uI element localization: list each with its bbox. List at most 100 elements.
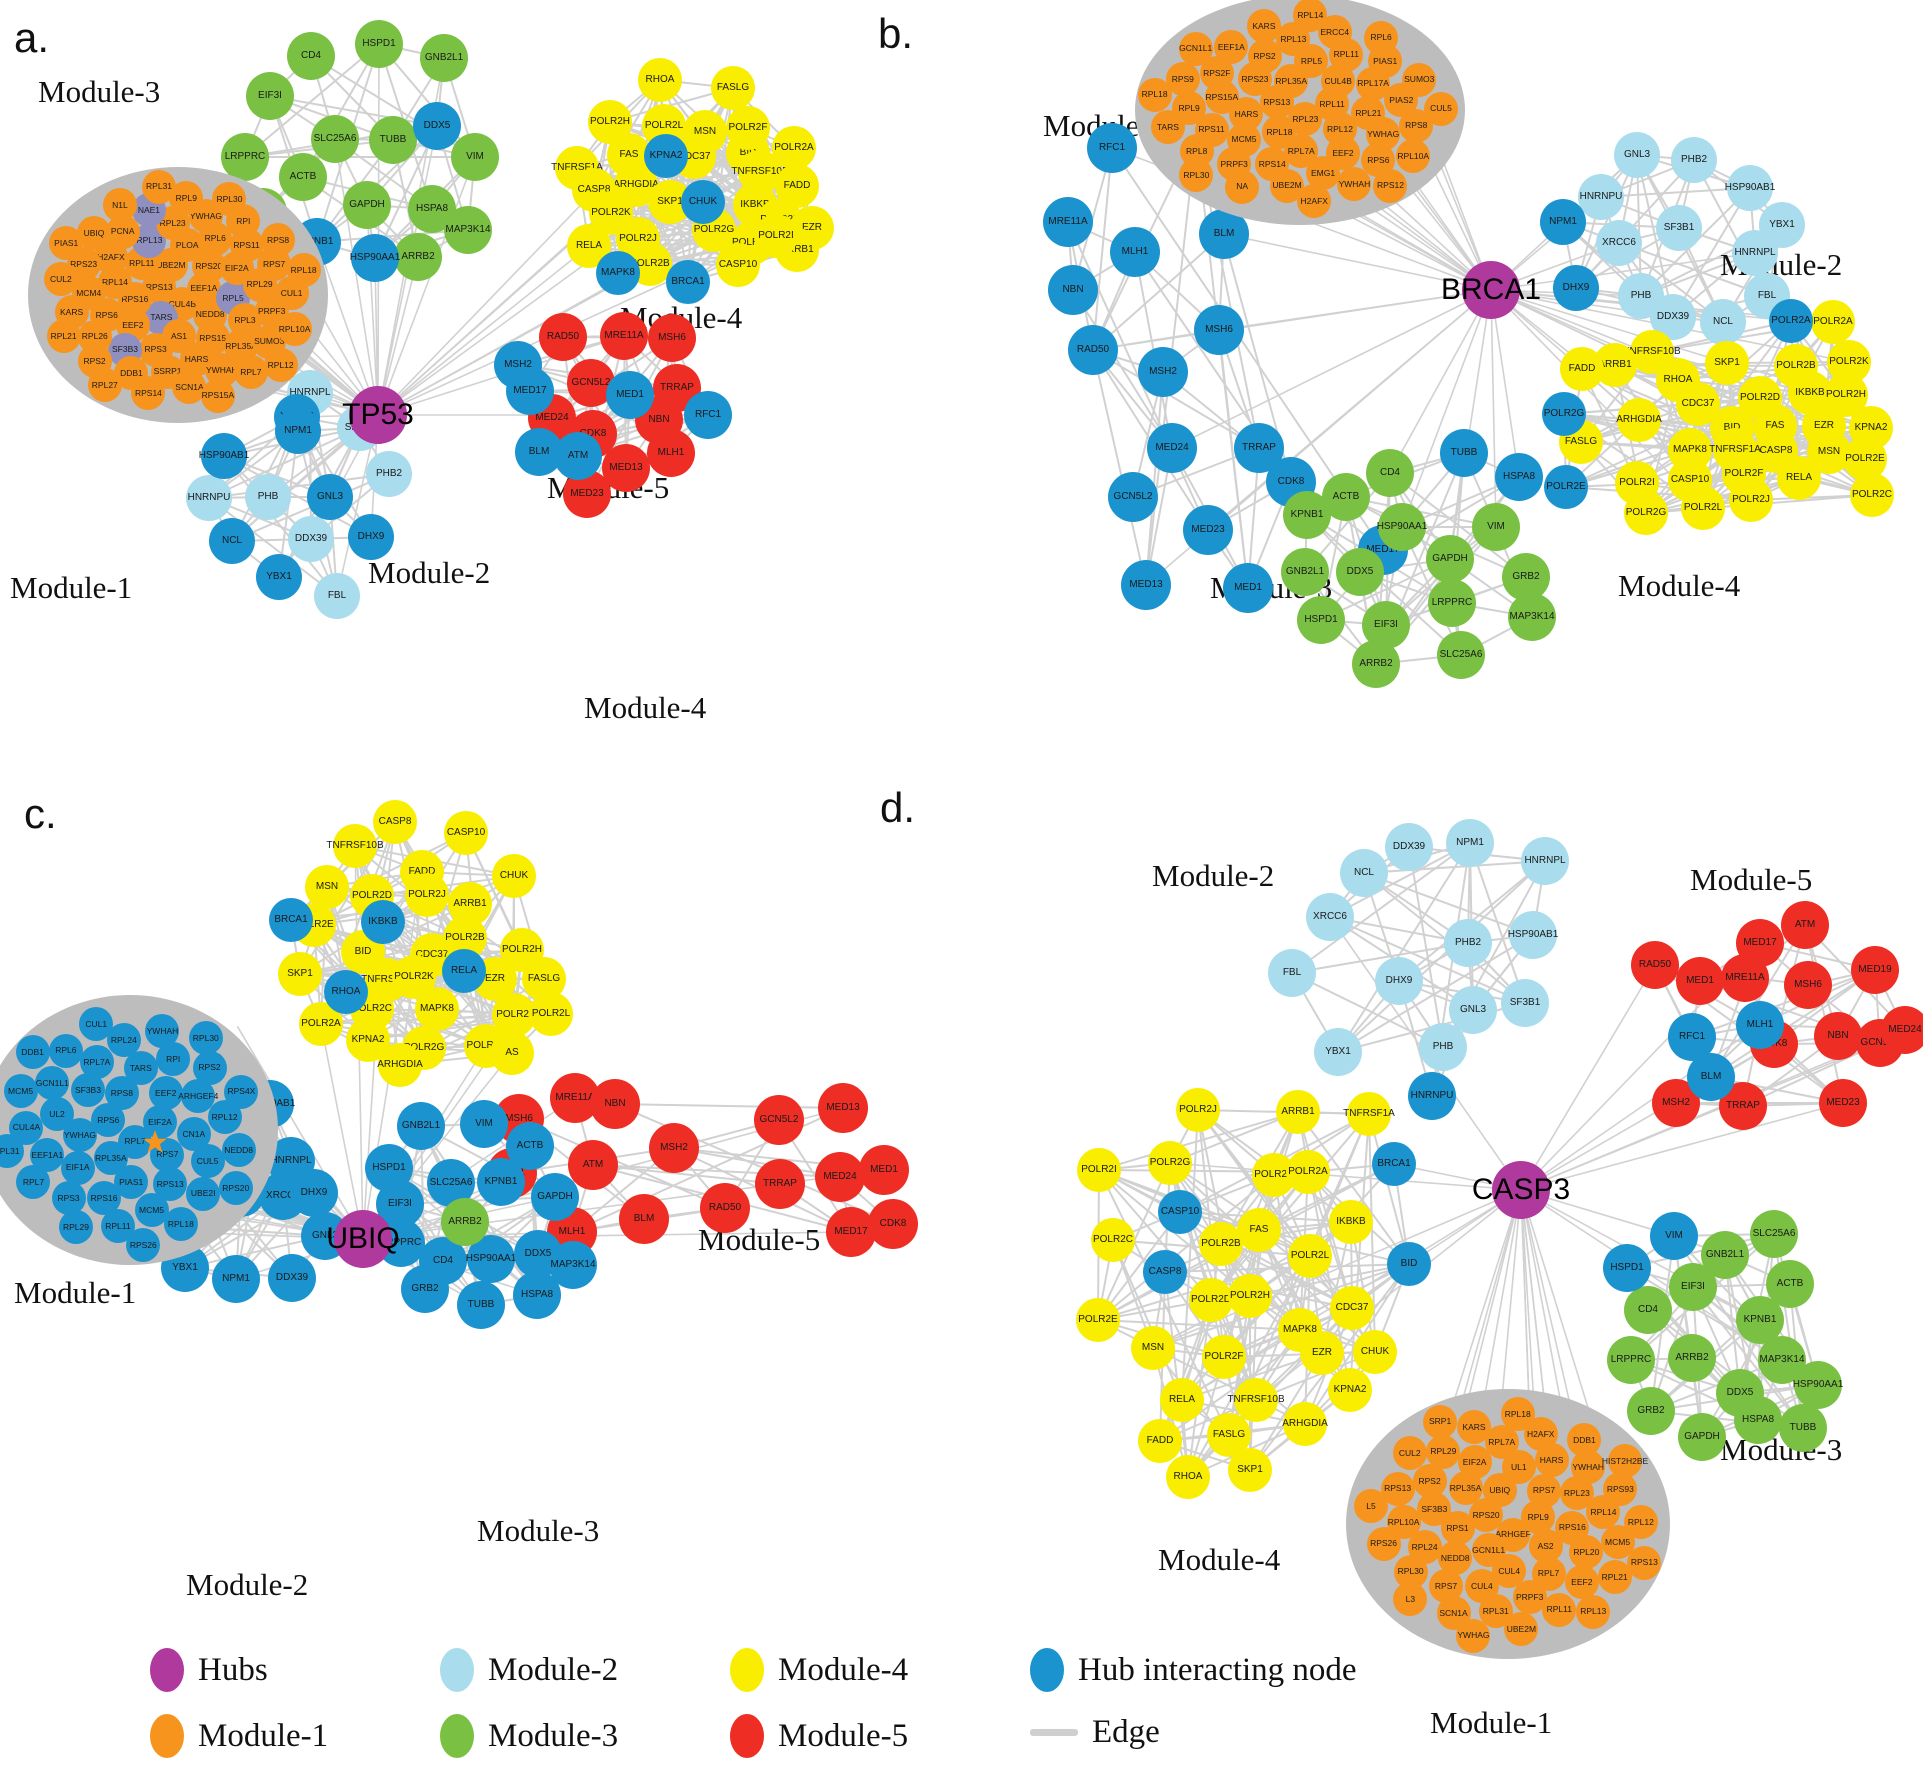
network-node[interactable]: L3 (1393, 1582, 1427, 1616)
network-node[interactable]: RPL30 (189, 1021, 223, 1055)
network-node[interactable]: CHUK (681, 180, 725, 224)
network-node[interactable]: XRCC6 (1596, 220, 1642, 266)
network-node[interactable]: GCN1L1 (1179, 32, 1213, 66)
network-node[interactable]: RELA (1777, 456, 1821, 500)
network-node[interactable]: RPS8 (261, 223, 295, 257)
network-node[interactable]: CUL2 (1393, 1436, 1427, 1470)
network-node[interactable]: ARHGDIA (378, 1043, 422, 1087)
network-node[interactable]: POLR2J (1729, 478, 1773, 522)
network-node[interactable]: MSH2 (1138, 347, 1188, 397)
network-node[interactable]: SUMO3 (1402, 63, 1436, 97)
network-node[interactable]: MED13 (1121, 560, 1171, 610)
network-node[interactable]: POLR2C (1091, 1218, 1135, 1262)
network-node[interactable]: RPS2 (1413, 1464, 1447, 1498)
network-node[interactable]: CUL5 (191, 1144, 225, 1178)
network-node[interactable]: MRE11A (1721, 954, 1769, 1002)
network-node[interactable]: SRP1 (1423, 1405, 1457, 1439)
network-node[interactable]: NBN (590, 1079, 640, 1129)
network-node[interactable]: SKP1 (1228, 1448, 1272, 1492)
network-node[interactable]: HSP90AB1 (1727, 165, 1773, 211)
network-node[interactable]: MED19 (1851, 946, 1899, 994)
network-node[interactable]: FBL (314, 573, 360, 619)
network-node[interactable]: CUL5 (1424, 92, 1458, 126)
network-node[interactable]: SF3B1 (1656, 205, 1702, 251)
network-node[interactable]: SLC25A6 (311, 115, 359, 163)
network-node[interactable]: GNB2L1 (397, 1102, 445, 1150)
network-node[interactable]: XRCC6 (1306, 893, 1354, 941)
network-node[interactable]: ARRB2 (1352, 640, 1400, 688)
network-node[interactable]: RAD50 (539, 313, 587, 361)
network-node[interactable]: POLR2E (1076, 1298, 1120, 1342)
network-node[interactable]: TNFRSF10B (333, 824, 377, 868)
hub-node-brca1[interactable]: BRCA1 (1462, 261, 1520, 319)
network-node[interactable]: TUBB (457, 1281, 505, 1329)
network-node[interactable]: FAS (1237, 1208, 1281, 1252)
network-node[interactable]: YWHAH (145, 1014, 179, 1048)
network-node[interactable]: POLR2A (1286, 1150, 1330, 1194)
network-node[interactable]: DDX5 (1336, 548, 1384, 596)
network-node[interactable]: KARS (1247, 9, 1281, 43)
network-node[interactable]: POLR2I (1077, 1148, 1121, 1192)
network-node[interactable]: RPS15A (201, 379, 235, 413)
network-node[interactable]: IKBKB (1329, 1200, 1373, 1244)
network-node[interactable]: TARS (1151, 110, 1185, 144)
network-node[interactable]: HNRNPU (1578, 174, 1624, 220)
network-node[interactable]: NCL (1340, 849, 1388, 897)
network-node[interactable]: MSH2 (649, 1123, 699, 1173)
network-node[interactable]: MAP3K14 (1508, 593, 1556, 641)
network-node[interactable]: BID (1387, 1242, 1431, 1286)
network-node[interactable]: GCN5L2 (754, 1095, 804, 1145)
network-node[interactable]: PHB2 (366, 451, 412, 497)
network-node[interactable]: HNRNPU (186, 475, 232, 521)
network-node[interactable]: RPL13 (1576, 1595, 1610, 1629)
network-node[interactable]: MSH6 (1194, 305, 1244, 355)
network-node[interactable]: RHOA (324, 970, 368, 1014)
network-node[interactable]: RPS7 (1527, 1474, 1561, 1508)
network-node[interactable]: CUL2 (44, 262, 78, 296)
network-node[interactable]: DDX39 (268, 1254, 316, 1302)
network-node[interactable]: BRCA1 (666, 260, 710, 304)
network-node[interactable]: HSP90AA1 (1378, 503, 1426, 551)
network-node[interactable]: RHOA (638, 58, 682, 102)
network-node[interactable]: YWHAH (1337, 167, 1371, 201)
network-node[interactable]: SF3B1 (1501, 979, 1549, 1027)
network-node[interactable]: POLR2G (1148, 1141, 1192, 1185)
network-node[interactable]: UBE2M (1504, 1612, 1538, 1646)
network-node[interactable]: SLC25A6 (1750, 1210, 1798, 1258)
network-node[interactable]: RPL20 (1569, 1535, 1603, 1569)
network-node[interactable]: PHB2 (1444, 919, 1492, 967)
network-node[interactable]: HSPA8 (1495, 453, 1543, 501)
network-node[interactable]: RELA (1160, 1378, 1204, 1422)
network-node[interactable]: DHX9 (348, 514, 394, 560)
network-node[interactable]: BRCA1 (1372, 1142, 1416, 1186)
network-node[interactable]: CHUK (492, 854, 536, 898)
network-node[interactable]: RHOA (1166, 1455, 1210, 1499)
network-node[interactable]: GNL3 (1449, 986, 1497, 1034)
network-node[interactable]: HSPA8 (513, 1271, 561, 1319)
network-node[interactable]: UL2 (40, 1097, 74, 1131)
network-node[interactable]: RPL18 (1501, 1397, 1535, 1431)
network-node[interactable]: RAD50 (1631, 941, 1679, 989)
network-node[interactable]: AS (490, 1031, 534, 1075)
network-node[interactable]: NPM1 (1540, 199, 1586, 245)
network-node[interactable]: HNRNPU (1408, 1072, 1456, 1120)
network-node[interactable]: GRB2 (1627, 1387, 1675, 1435)
network-node[interactable]: MCM5 (4, 1074, 38, 1108)
network-node[interactable]: TUBB (369, 116, 417, 164)
network-node[interactable]: MLH1 (1110, 227, 1160, 277)
network-node[interactable]: RPL7 (16, 1165, 50, 1199)
network-node[interactable]: GNL3 (307, 474, 353, 520)
network-node[interactable]: GNB2L1 (1281, 548, 1329, 596)
network-node[interactable]: RPL6 (49, 1034, 83, 1068)
network-node[interactable]: TNFRSF1A (1347, 1092, 1391, 1136)
network-node[interactable]: NPM1 (1446, 819, 1494, 867)
network-node[interactable]: SKP1 (1705, 341, 1749, 385)
network-node[interactable]: RPL18 (287, 253, 321, 287)
network-node[interactable]: KPNB1 (477, 1158, 525, 1206)
network-node[interactable]: MED1 (606, 371, 654, 419)
network-node[interactable]: CASP8 (1143, 1250, 1187, 1294)
network-node[interactable]: CDK8 (868, 1199, 918, 1249)
network-node[interactable]: HSP90AB1 (201, 433, 247, 479)
network-node[interactable]: GCN5L2 (1108, 472, 1158, 522)
network-node[interactable]: DHX9 (290, 1169, 338, 1217)
